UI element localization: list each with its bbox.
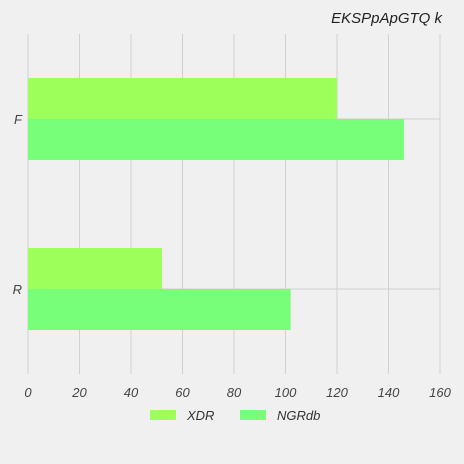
bar-xdr-f bbox=[28, 78, 337, 119]
legend: XDR NGRdb bbox=[150, 408, 320, 423]
bar-xdr-r bbox=[28, 248, 162, 289]
x-tick-label: 160 bbox=[429, 385, 451, 400]
x-tick-label: 0 bbox=[24, 385, 32, 400]
x-tick-label: 60 bbox=[175, 385, 190, 400]
x-tick-label: 100 bbox=[275, 385, 297, 400]
legend-label-ngrdb: NGRdb bbox=[277, 408, 320, 423]
bar-ngrdb-r bbox=[28, 289, 291, 330]
bars bbox=[28, 78, 404, 330]
legend-label-xdr: XDR bbox=[186, 408, 214, 423]
x-tick-label: 80 bbox=[227, 385, 242, 400]
y-tick-label: F bbox=[14, 112, 23, 127]
legend-swatch-ngrdb bbox=[240, 410, 266, 420]
x-tick-label: 20 bbox=[71, 385, 87, 400]
y-tick-labels: FR bbox=[13, 112, 23, 297]
x-tick-label: 40 bbox=[124, 385, 139, 400]
chart-title: EKSPpApGTQ k bbox=[331, 10, 443, 27]
x-tick-label: 120 bbox=[326, 385, 348, 400]
y-tick-label: R bbox=[13, 282, 22, 297]
x-tick-label: 140 bbox=[378, 385, 400, 400]
x-tick-labels: 0 20 40 60 80 100 120 140 160 bbox=[24, 385, 451, 400]
bar-ngrdb-f bbox=[28, 119, 404, 160]
legend-swatch-xdr bbox=[150, 410, 176, 420]
